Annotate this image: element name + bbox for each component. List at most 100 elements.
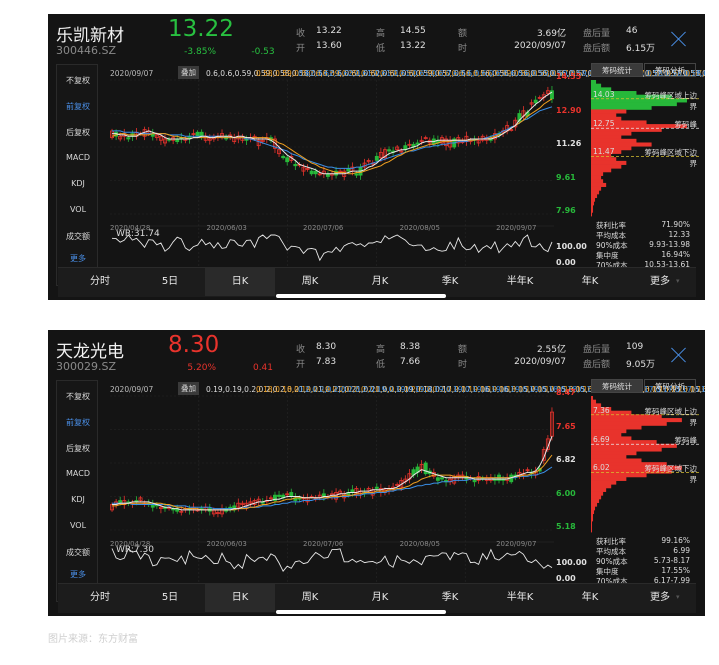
tab-chip-analysis[interactable]: 筹码分析: [644, 379, 696, 393]
tab-period-5[interactable]: 季K: [441, 276, 459, 287]
sidebar-item-5[interactable]: VOL: [69, 205, 87, 214]
candle-body: [317, 173, 322, 176]
tab-period-4[interactable]: 月K: [371, 276, 389, 287]
tab-period-3[interactable]: 周K: [301, 592, 319, 603]
chip-stat-label: 集中度: [596, 251, 619, 260]
chip-stat-label: 平均成本: [596, 547, 626, 556]
candle-body: [195, 131, 200, 137]
chip-bar: [591, 498, 600, 503]
overlay-button[interactable]: 叠加: [178, 66, 199, 79]
sidebar-item-2[interactable]: 后复权: [66, 444, 90, 453]
ma5-line: [112, 91, 553, 175]
candle-body: [476, 139, 481, 144]
tab-period-5[interactable]: 季K: [441, 592, 459, 603]
label-low: 低: [376, 360, 386, 370]
chip-bar: [591, 127, 662, 132]
ma10-label: 0.58,0.59,0.6,0.6,0.59,0.59,0.59,0.59,0.…: [256, 69, 705, 78]
sidebar-item-3[interactable]: MACD: [66, 469, 90, 478]
chip-stat-label: 平均成本: [596, 231, 626, 240]
sidebar-item-6[interactable]: 成交额: [66, 548, 90, 557]
sidebar-item-3[interactable]: MACD: [66, 153, 90, 162]
chip-bar: [591, 429, 627, 434]
kline-chart: [110, 79, 700, 266]
tab-period-6[interactable]: 半年K: [506, 276, 534, 287]
tab-period-7[interactable]: 年K: [581, 276, 599, 287]
candle-body: [268, 497, 273, 500]
sidebar-item-2[interactable]: 后复权: [66, 128, 90, 137]
chip-bar: [591, 204, 594, 210]
chip-bar: [591, 443, 677, 448]
sidebar-item-1[interactable]: 前复权: [66, 102, 90, 111]
sidebar-item-5[interactable]: VOL: [69, 521, 87, 530]
tab-chip-stats[interactable]: 筹码统计: [591, 63, 643, 77]
ma10-line: [111, 98, 553, 175]
tab-chip-stats[interactable]: 筹码统计: [591, 379, 643, 393]
sidebar-item-0[interactable]: 不复权: [66, 76, 90, 85]
candle-body: [285, 493, 290, 496]
sidebar-item-6[interactable]: 成交额: [66, 232, 90, 241]
tab-period-1[interactable]: 5日: [161, 592, 179, 603]
scroll-indicator[interactable]: [276, 610, 446, 614]
chip-bar: [591, 436, 632, 441]
chip-stat-value: 9.93-13.98: [649, 240, 690, 249]
tab-period-8[interactable]: 更多: [650, 276, 670, 287]
tab-period-0[interactable]: 分时: [90, 592, 110, 603]
chip-bar: [591, 105, 652, 110]
candle-body: [423, 462, 428, 475]
candle-body: [374, 155, 379, 161]
tab-period-7[interactable]: 年K: [581, 592, 599, 603]
stock-panel-1: 乐凯新材 300446.SZ 13.22 -3.85% -0.53 收 13.22 开 13.6…: [48, 14, 705, 300]
tab-period-4[interactable]: 月K: [371, 592, 389, 603]
label-low: 低: [376, 44, 386, 54]
value-after-volume: 109: [626, 342, 644, 352]
chip-bar: [591, 120, 647, 125]
chip-stat-label: 70%成本: [596, 577, 628, 586]
candle-body: [529, 102, 534, 105]
tab-chip-analysis[interactable]: 筹码分析: [644, 63, 696, 77]
chip-line-text: 筹码峰区域下边界: [644, 464, 698, 485]
candle-body: [154, 134, 159, 139]
chip-bar: [591, 208, 594, 213]
overlay-button[interactable]: 叠加: [178, 382, 199, 395]
chip-bar: [591, 91, 637, 96]
current-price: 13.22: [168, 16, 234, 42]
candle-body: [191, 133, 196, 135]
chip-bar: [591, 131, 632, 136]
tab-period-2[interactable]: 日K: [205, 584, 275, 612]
label-amount: 额: [458, 29, 468, 39]
chip-line-value: 11.47: [593, 147, 615, 157]
sidebar-item-7[interactable]: 更多: [70, 254, 86, 263]
tab-period-8[interactable]: 更多: [650, 592, 670, 603]
period-tab-bar: 分时 5日 日K 周K 月K 季K 半年K 年K 更多 ▾: [58, 583, 696, 613]
sidebar-item-1[interactable]: 前复权: [66, 418, 90, 427]
tab-period-0[interactable]: 分时: [90, 276, 110, 287]
scroll-indicator[interactable]: [276, 294, 446, 298]
chip-line-value: 7.36: [593, 405, 610, 415]
sidebar-item-7[interactable]: 更多: [70, 570, 86, 579]
ma20-line: [112, 106, 553, 169]
tab-period-3[interactable]: 周K: [301, 276, 319, 287]
tab-period-2[interactable]: 日K: [205, 268, 275, 296]
sidebar-item-4[interactable]: KDJ: [71, 495, 85, 504]
chip-line-text: 筹码峰: [674, 120, 698, 130]
stock-name: 乐凯新材: [56, 26, 124, 46]
chip-bar: [591, 201, 595, 206]
sidebar-item-0[interactable]: 不复权: [66, 392, 90, 401]
candle-body: [273, 138, 277, 149]
candle-body: [440, 477, 444, 480]
date-label-2: 2020/07/06: [303, 540, 344, 548]
candle-body: [472, 480, 477, 483]
chip-bar: [591, 186, 602, 191]
candle-body: [248, 501, 253, 504]
chip-bar: [591, 528, 593, 533]
wr-value: WR:7.30: [116, 545, 154, 555]
sidebar-item-4[interactable]: KDJ: [71, 179, 85, 188]
price-axis-label: 8.47: [556, 388, 576, 397]
tab-period-6[interactable]: 半年K: [506, 592, 534, 603]
candle-body: [374, 486, 379, 489]
candle-body: [334, 492, 339, 500]
label-after-amount: 盘后额: [583, 360, 611, 370]
chip-line-text: 筹码峰区域上边界: [644, 90, 698, 111]
tab-period-1[interactable]: 5日: [161, 276, 179, 287]
value-amount: 2.55亿: [536, 345, 566, 355]
